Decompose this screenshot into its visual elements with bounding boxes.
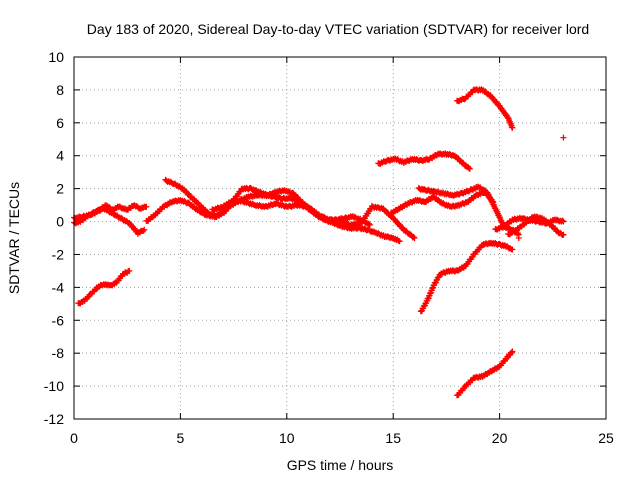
- data-point: [411, 235, 418, 241]
- data-point: [559, 217, 566, 224]
- x-tick-label: 5: [177, 430, 185, 446]
- data-point: [509, 246, 516, 253]
- chart-title: Day 183 of 2020, Sidereal Day-to-day VTE…: [87, 21, 589, 37]
- x-tick-label: 20: [492, 430, 508, 446]
- data-point: [515, 235, 522, 241]
- series-arc-3: [75, 267, 133, 307]
- data-point: [396, 238, 403, 245]
- axis-ticks: 0 5 10 15 20 25 -12 -10 -8 -6 -4 -2 0 2 4 6 8 10: [44, 49, 614, 446]
- series-arc-11: [417, 239, 516, 315]
- series-arc-9: [415, 183, 522, 238]
- data-point: [465, 165, 472, 172]
- data-point: [560, 231, 567, 238]
- data-point: [365, 220, 372, 227]
- y-tick-label: -10: [44, 378, 64, 394]
- data-point: [410, 233, 417, 240]
- series-arc-7: [375, 150, 473, 172]
- data-point: [560, 218, 567, 225]
- series-arc-14: [505, 213, 567, 238]
- y-axis-label: SDTVAR / TECUs: [6, 182, 22, 294]
- y-tick-label: -6: [52, 312, 65, 328]
- series-arc-2: [71, 205, 148, 237]
- y-tick-label: 8: [56, 82, 64, 98]
- x-tick-label: 15: [385, 430, 401, 446]
- data-markers: [71, 86, 567, 399]
- series-arc-10: [454, 86, 516, 131]
- y-tick-label: 4: [56, 148, 64, 164]
- y-tick-label: -12: [44, 411, 64, 427]
- data-point: [509, 348, 516, 355]
- x-axis-label: GPS time / hours: [287, 457, 394, 473]
- data-point: [366, 221, 373, 228]
- data-point: [140, 228, 147, 235]
- data-point: [466, 165, 473, 172]
- data-point: [560, 134, 567, 141]
- x-tick-label: 25: [598, 430, 614, 446]
- y-tick-label: -8: [52, 345, 65, 361]
- y-tick-label: 10: [48, 49, 64, 65]
- x-tick-label: 10: [279, 430, 295, 446]
- y-tick-label: 6: [56, 115, 64, 131]
- y-tick-label: 2: [56, 181, 64, 197]
- data-point: [141, 226, 148, 233]
- plot-frame: [73, 56, 607, 420]
- y-tick-label: 0: [56, 214, 64, 230]
- y-tick-label: -2: [52, 246, 65, 262]
- series-arc-6: [209, 196, 418, 241]
- y-tick-label: -4: [52, 279, 65, 295]
- data-point: [508, 349, 515, 356]
- series-arc-12: [454, 348, 516, 399]
- x-tick-label: 0: [70, 430, 78, 446]
- data-point: [509, 124, 516, 131]
- data-point: [143, 203, 150, 210]
- series-isolated: [515, 134, 567, 241]
- data-point: [126, 267, 133, 274]
- grid: [74, 57, 606, 419]
